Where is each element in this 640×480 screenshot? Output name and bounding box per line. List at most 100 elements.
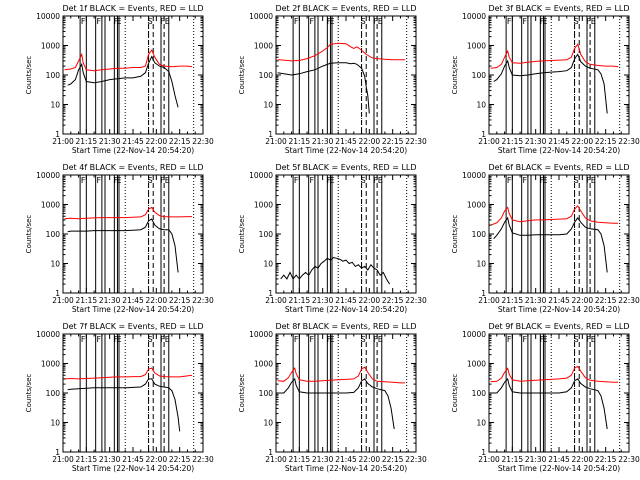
marker-letter: F xyxy=(96,335,101,344)
plot-frame xyxy=(488,15,630,135)
x-tick-label: 21:45 xyxy=(548,455,570,464)
marker-lines xyxy=(505,175,621,293)
marker-lines xyxy=(505,16,621,134)
marker-letter: E xyxy=(165,17,170,26)
x-tick-label: 22:00 xyxy=(146,296,168,305)
marker-letter: E xyxy=(378,17,383,26)
x-tick-label: 21:00 xyxy=(265,455,287,464)
panel-title: Det 8f BLACK = Events, RED = LLD xyxy=(275,322,416,331)
x-tick-label: 22:00 xyxy=(146,137,168,146)
y-tick-label: 10000 xyxy=(249,330,273,339)
x-tick-label: 22:30 xyxy=(192,296,214,305)
marker-letter: F xyxy=(294,335,299,344)
y-tick-label: 10000 xyxy=(462,12,486,21)
y-axis-label: Counts/sec xyxy=(451,215,459,254)
panel-title: Det 3f BLACK = Events, RED = LLD xyxy=(488,4,629,13)
x-tick-label: 21:00 xyxy=(478,455,500,464)
y-tick-label: 100 xyxy=(259,389,274,398)
x-tick-label: 22:30 xyxy=(192,455,214,464)
marker-letter: F xyxy=(373,17,378,26)
y-tick-label: 1 xyxy=(268,448,273,457)
x-tick-label: 22:00 xyxy=(146,455,168,464)
x-tick-label: 21:15 xyxy=(502,296,524,305)
y-axis-label: Counts/sec xyxy=(238,215,246,254)
marker-letter: S xyxy=(574,335,579,344)
events-series-line xyxy=(493,377,608,430)
marker-letter: E xyxy=(116,335,121,344)
y-axis-label: Counts/sec xyxy=(25,374,33,413)
x-tick-label: 22:30 xyxy=(405,296,427,305)
x-tick-label: 21:00 xyxy=(478,296,500,305)
y-tick-label: 10 xyxy=(476,260,486,269)
x-tick-label: 21:30 xyxy=(525,455,547,464)
marker-letter: E xyxy=(165,176,170,185)
y-tick-label: 10000 xyxy=(36,12,60,21)
marker-lines xyxy=(79,16,195,134)
marker-letter: S xyxy=(148,335,153,344)
series-group xyxy=(490,43,619,114)
panel-title: Det 4f BLACK = Events, RED = LLD xyxy=(62,163,203,172)
x-tick-label: 22:15 xyxy=(382,455,404,464)
marker-letter: F xyxy=(522,176,527,185)
plot-frame xyxy=(275,174,417,294)
y-tick-label: 100 xyxy=(259,71,274,80)
x-tick-label: 21:45 xyxy=(122,137,144,146)
x-tick-label: 22:15 xyxy=(595,455,617,464)
marker-letter: E xyxy=(542,17,547,26)
x-axis-label: Start Time (22-Nov-14 20:54:20) xyxy=(498,464,620,473)
y-tick-label: 1000 xyxy=(467,360,486,369)
y-tick-label: 10 xyxy=(263,419,273,428)
events-series-line xyxy=(67,378,181,432)
lld-series-line xyxy=(277,42,406,62)
y-tick-label: 100 xyxy=(472,389,487,398)
marker-letter: S xyxy=(574,17,579,26)
series-group xyxy=(64,367,193,432)
marker-letter: F xyxy=(586,176,591,185)
x-tick-label: 22:30 xyxy=(618,296,640,305)
marker-letter: F xyxy=(160,176,165,185)
x-tick-label: 22:15 xyxy=(382,137,404,146)
marker-letter: F xyxy=(160,335,165,344)
marker-letter: E xyxy=(591,176,596,185)
series-group xyxy=(64,206,193,273)
series-group xyxy=(64,49,193,108)
marker-letter: F xyxy=(327,176,332,185)
marker-letter: F xyxy=(507,17,512,26)
marker-letter: E xyxy=(591,335,596,344)
x-tick-label: 22:15 xyxy=(595,296,617,305)
lld-series-line xyxy=(64,367,193,380)
series-group xyxy=(280,256,391,285)
marker-letter: F xyxy=(327,17,332,26)
y-tick-label: 1000 xyxy=(41,360,60,369)
y-tick-label: 1 xyxy=(481,289,486,298)
marker-letter: F xyxy=(81,17,86,26)
x-axis-label: Start Time (22-Nov-14 20:54:20) xyxy=(285,464,407,473)
x-tick-label: 22:30 xyxy=(405,137,427,146)
y-tick-label: 1 xyxy=(268,289,273,298)
lld-series-line xyxy=(490,365,619,383)
y-tick-label: 10 xyxy=(50,101,60,110)
marker-letter: E xyxy=(116,17,121,26)
panel-title: Det 5f BLACK = Events, RED = LLD xyxy=(275,163,416,172)
y-tick-label: 100 xyxy=(472,230,487,239)
x-tick-label: 21:15 xyxy=(289,455,311,464)
y-tick-label: 1000 xyxy=(254,201,273,210)
marker-letter: F xyxy=(373,176,378,185)
x-tick-label: 21:15 xyxy=(502,455,524,464)
y-tick-label: 1 xyxy=(481,448,486,457)
marker-letter: E xyxy=(116,176,121,185)
y-tick-label: 1 xyxy=(268,130,273,139)
panel-title: Det 2f BLACK = Events, RED = LLD xyxy=(275,4,416,13)
events-series-line xyxy=(493,53,608,114)
marker-letter: F xyxy=(114,335,119,344)
marker-lines xyxy=(79,334,195,452)
y-tick-label: 100 xyxy=(46,71,61,80)
y-tick-label: 10000 xyxy=(462,171,486,180)
x-axis-label: Start Time (22-Nov-14 20:54:20) xyxy=(498,146,620,155)
